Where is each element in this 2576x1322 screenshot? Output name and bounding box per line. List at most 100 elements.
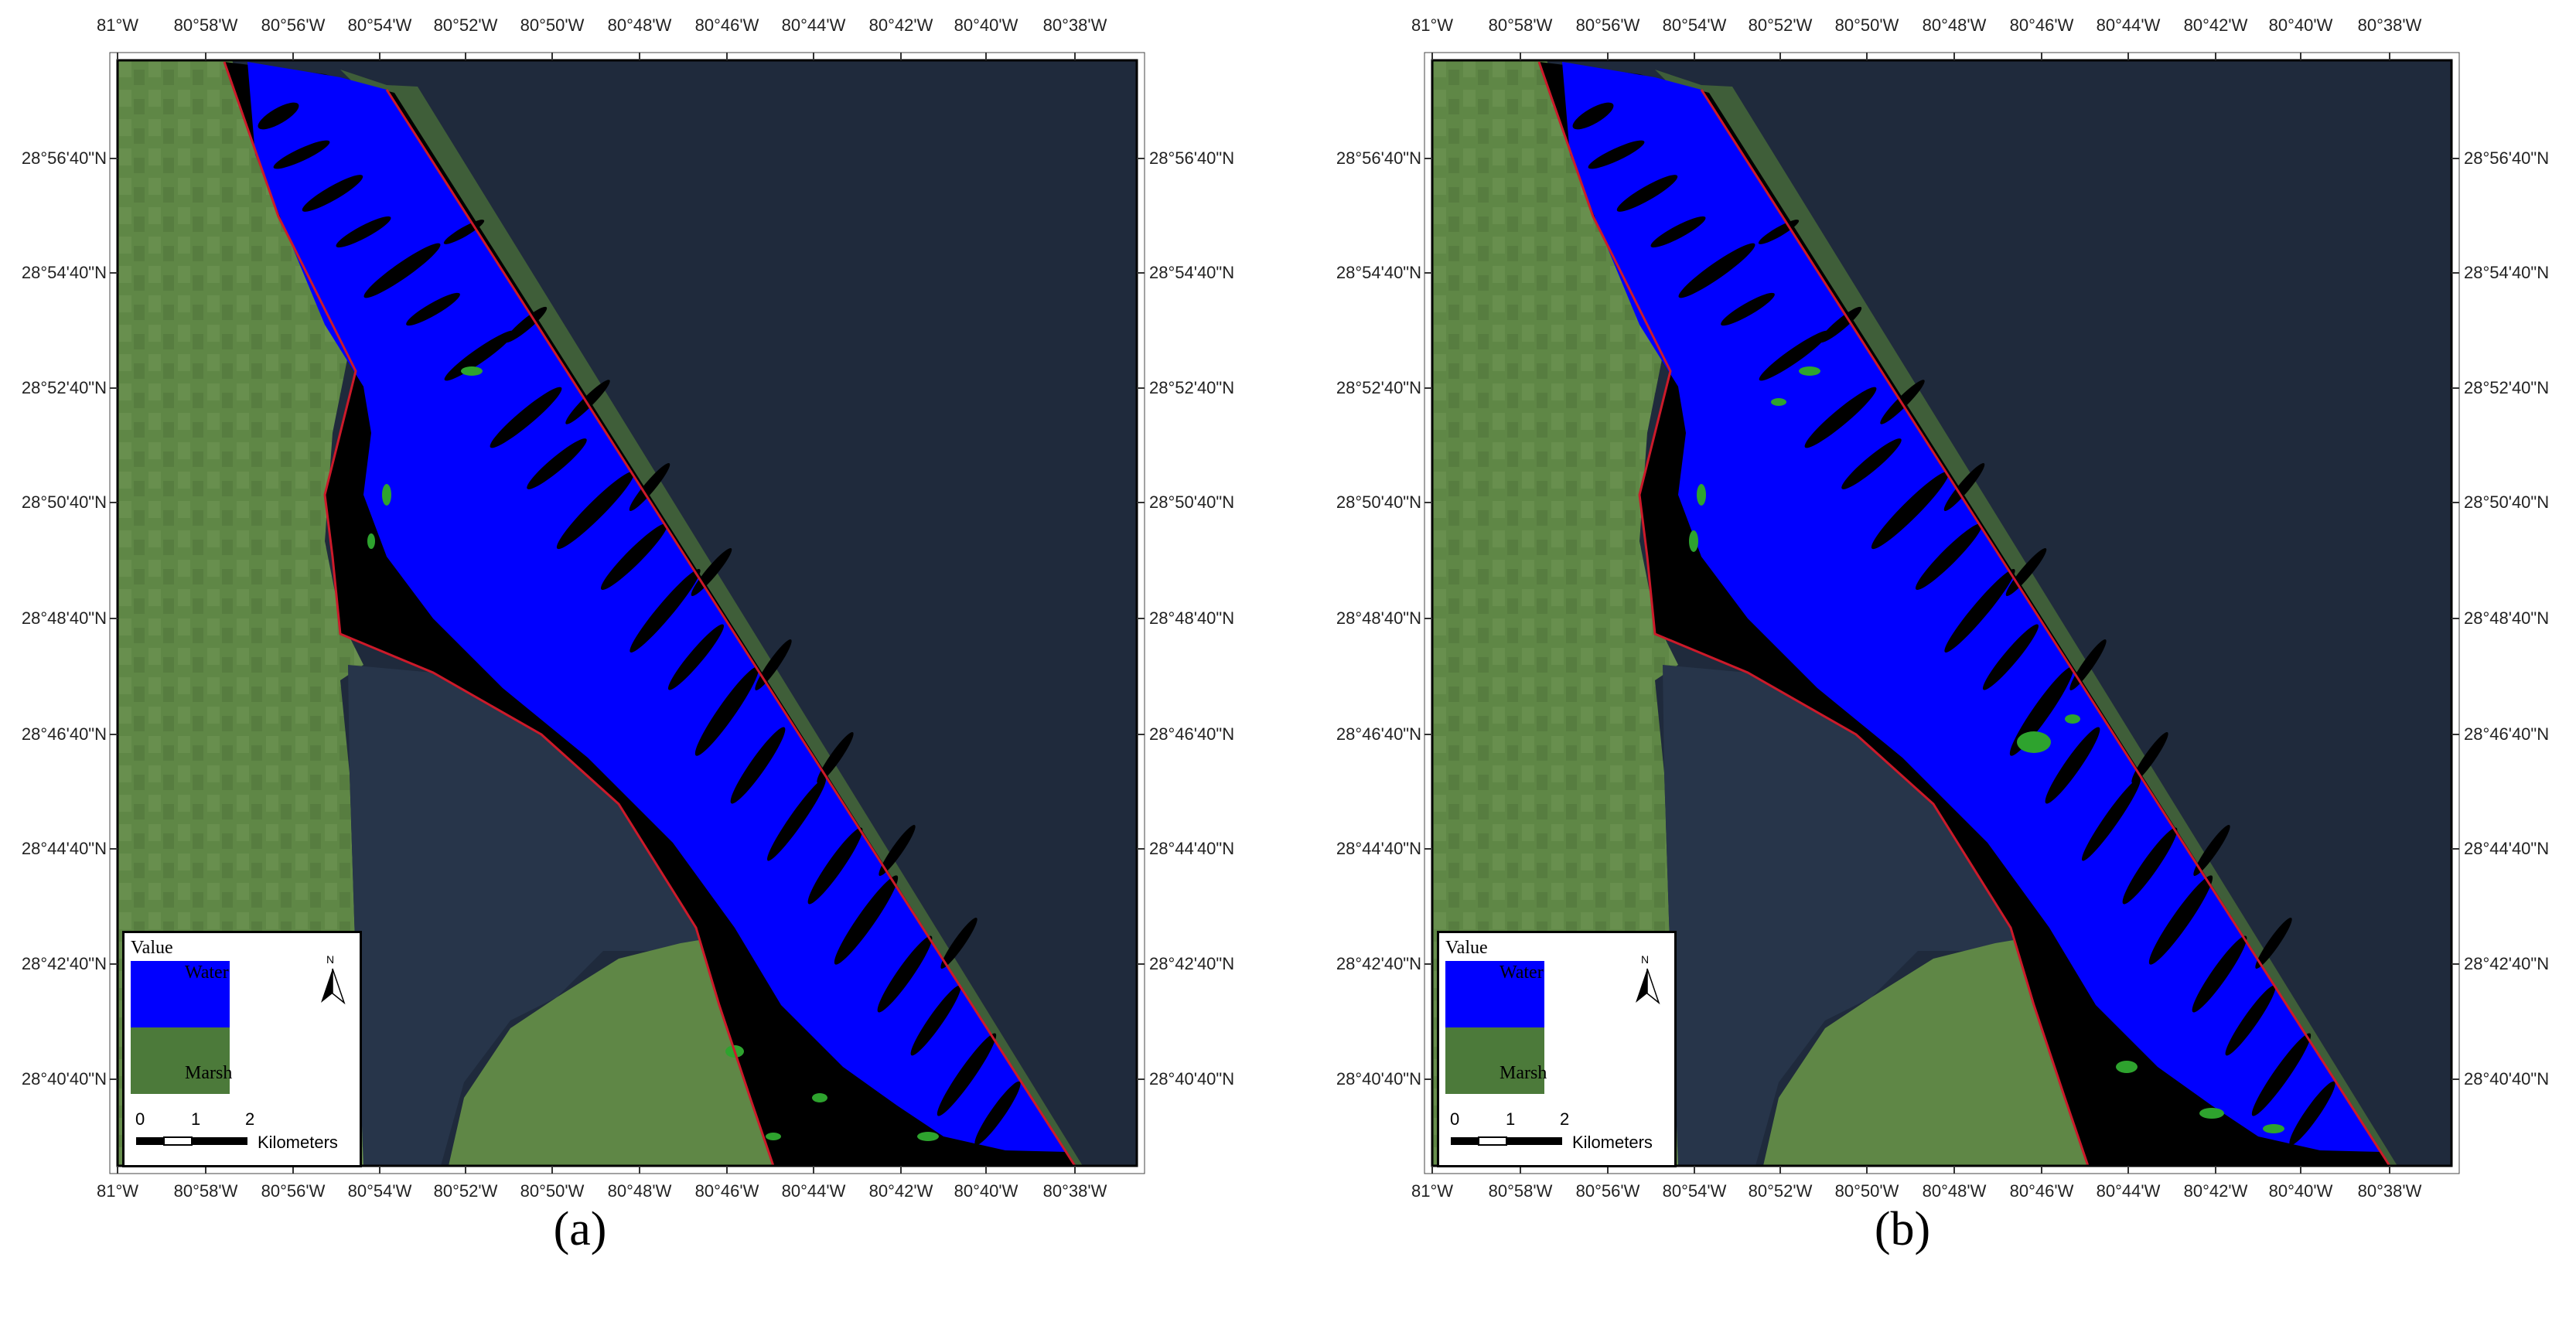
longitude-label-bottom: 80°42'W xyxy=(2183,1181,2248,1201)
longitude-label-top: 80°40'W xyxy=(954,15,1018,35)
legend-swatch-marsh xyxy=(1445,1027,1544,1094)
latitude-label-right: 28°48'40"N xyxy=(1149,608,1235,628)
map-svg xyxy=(109,52,1145,1174)
southern-land xyxy=(449,935,781,1166)
latitude-label-right: 28°56'40"N xyxy=(2464,148,2550,168)
longitude-label-top: 80°56'W xyxy=(261,15,326,35)
water-class xyxy=(247,62,1067,1152)
marsh-class xyxy=(367,366,939,1141)
north-arrow-label: N xyxy=(1641,953,1650,966)
longitude-label-bottom: 80°44'W xyxy=(2096,1181,2161,1201)
longitude-label-top: 80°48'W xyxy=(1922,15,1987,35)
longitude-label-top: 80°44'W xyxy=(781,15,846,35)
scale-tick-1: 1 xyxy=(191,1109,201,1129)
neat-line xyxy=(1424,52,2460,1174)
longitude-label-bottom: 80°56'W xyxy=(1575,1181,1640,1201)
latitude-label-right: 28°56'40"N xyxy=(1149,148,1235,168)
scale-bar: 0 1 2 Kilometers xyxy=(1450,1109,1682,1156)
latitude-label-left: 28°42'40"N xyxy=(1336,954,1421,973)
latitude-label-right: 28°42'40"N xyxy=(1149,954,1235,973)
mainland xyxy=(118,60,433,1166)
longitude-label-top: 80°58'W xyxy=(1488,15,1553,35)
latitude-label-left: 28°56'40"N xyxy=(1336,148,1421,168)
longitude-label-bottom: 80°50'W xyxy=(1834,1181,1899,1201)
longitude-label-bottom: 80°58'W xyxy=(1488,1181,1553,1201)
longitude-label-bottom: 80°38'W xyxy=(1042,1181,1107,1201)
latitude-label-right: 28°46'40"N xyxy=(1149,724,1235,744)
longitude-label-top: 80°58'W xyxy=(173,15,238,35)
graticule-ticks xyxy=(110,53,1145,1174)
longitude-label-bottom: 80°50'W xyxy=(520,1181,585,1201)
latitude-label-right: 28°54'40"N xyxy=(1149,263,1235,282)
legend-label-marsh: Marsh xyxy=(1500,1063,1547,1083)
latitude-label-right: 28°50'40"N xyxy=(1149,492,1235,512)
longitude-label-bottom: 80°40'W xyxy=(954,1181,1018,1201)
longitude-label-top: 80°42'W xyxy=(2183,15,2248,35)
legend-title: Value xyxy=(1445,938,1488,958)
latitude-label-left: 28°40'40"N xyxy=(1336,1069,1421,1089)
latitude-label-left: 28°46'40"N xyxy=(21,724,107,744)
scale-tick-2: 2 xyxy=(245,1109,255,1129)
mainland xyxy=(1432,60,1748,1166)
latitude-label-right: 28°46'40"N xyxy=(2464,724,2550,744)
longitude-label-bottom: 80°44'W xyxy=(781,1181,846,1201)
longitude-label-bottom: 80°40'W xyxy=(2268,1181,2333,1201)
longitude-label-bottom: 80°38'W xyxy=(2357,1181,2422,1201)
legend-label-water: Water xyxy=(185,963,229,983)
longitude-label-top: 81°W xyxy=(96,15,139,35)
lagoon-water xyxy=(348,665,727,1166)
scale-unit: Kilometers xyxy=(1572,1133,1653,1152)
latitude-label-right: 28°48'40"N xyxy=(2464,608,2550,628)
longitude-label-bottom: 80°54'W xyxy=(1662,1181,1727,1201)
longitude-label-top: 80°50'W xyxy=(520,15,585,35)
marsh-islands xyxy=(1572,102,2335,1146)
graticule-ticks xyxy=(1424,53,2459,1174)
latitude-label-left: 28°52'40"N xyxy=(21,378,107,397)
latitude-label-right: 28°40'40"N xyxy=(1149,1069,1235,1089)
longitude-label-top: 80°54'W xyxy=(1662,15,1727,35)
longitude-label-top: 80°42'W xyxy=(868,15,933,35)
scale-tick-1: 1 xyxy=(1506,1109,1516,1129)
legend-title: Value xyxy=(131,938,173,958)
latitude-label-left: 28°52'40"N xyxy=(1336,378,1421,397)
latitude-label-left: 28°54'40"N xyxy=(1336,263,1421,282)
longitude-label-bottom: 81°W xyxy=(1411,1181,1454,1201)
latitude-label-left: 28°50'40"N xyxy=(1336,492,1421,512)
north-arrow-icon: N xyxy=(319,953,346,1009)
map-panel-a: 81°W 81°W 80°58'W 80°58'W 80°56'W 80°56'W 80°5… xyxy=(0,0,1264,1322)
latitude-label-right: 28°44'40"N xyxy=(1149,839,1235,858)
study-boundary xyxy=(223,61,1076,1166)
scale-tick-0: 0 xyxy=(1450,1109,1460,1129)
longitude-label-bottom: 80°46'W xyxy=(694,1181,759,1201)
legend-label-water: Water xyxy=(1500,963,1544,983)
longitude-label-top: 80°38'W xyxy=(1042,15,1107,35)
longitude-label-top: 80°40'W xyxy=(2268,15,2333,35)
longitude-label-bottom: 80°54'W xyxy=(347,1181,412,1201)
longitude-label-top: 80°44'W xyxy=(2096,15,2161,35)
panel-caption: (b) xyxy=(1874,1203,1931,1256)
southern-land xyxy=(1763,935,2096,1166)
marsh-class xyxy=(1689,366,2284,1133)
latitude-label-right: 28°44'40"N xyxy=(2464,839,2550,858)
longitude-label-bottom: 80°58'W xyxy=(173,1181,238,1201)
map-frame xyxy=(1431,59,2453,1167)
scale-bar: 0 1 2 Kilometers xyxy=(135,1109,367,1156)
latitude-label-left: 28°46'40"N xyxy=(1336,724,1421,744)
latitude-label-left: 28°44'40"N xyxy=(1336,839,1421,858)
latitude-label-right: 28°40'40"N xyxy=(2464,1069,2550,1089)
legend-label-marsh: Marsh xyxy=(185,1063,233,1083)
latitude-label-left: 28°40'40"N xyxy=(21,1069,107,1089)
latitude-label-right: 28°42'40"N xyxy=(2464,954,2550,973)
longitude-label-top: 80°38'W xyxy=(2357,15,2422,35)
map-legend: Value Water Marsh N 0 1 2 Kilometers xyxy=(122,931,362,1167)
north-arrow-label: N xyxy=(326,953,335,966)
longitude-label-top: 80°54'W xyxy=(347,15,412,35)
legend-swatch-water xyxy=(131,961,230,1027)
legend-swatch-marsh xyxy=(131,1027,230,1094)
longitude-label-bottom: 80°46'W xyxy=(2009,1181,2074,1201)
legend-swatch-water xyxy=(1445,961,1544,1027)
neat-line xyxy=(109,52,1145,1174)
water-class xyxy=(1562,62,2382,1152)
map-frame xyxy=(116,59,1138,1167)
latitude-label-left: 28°50'40"N xyxy=(21,492,107,512)
